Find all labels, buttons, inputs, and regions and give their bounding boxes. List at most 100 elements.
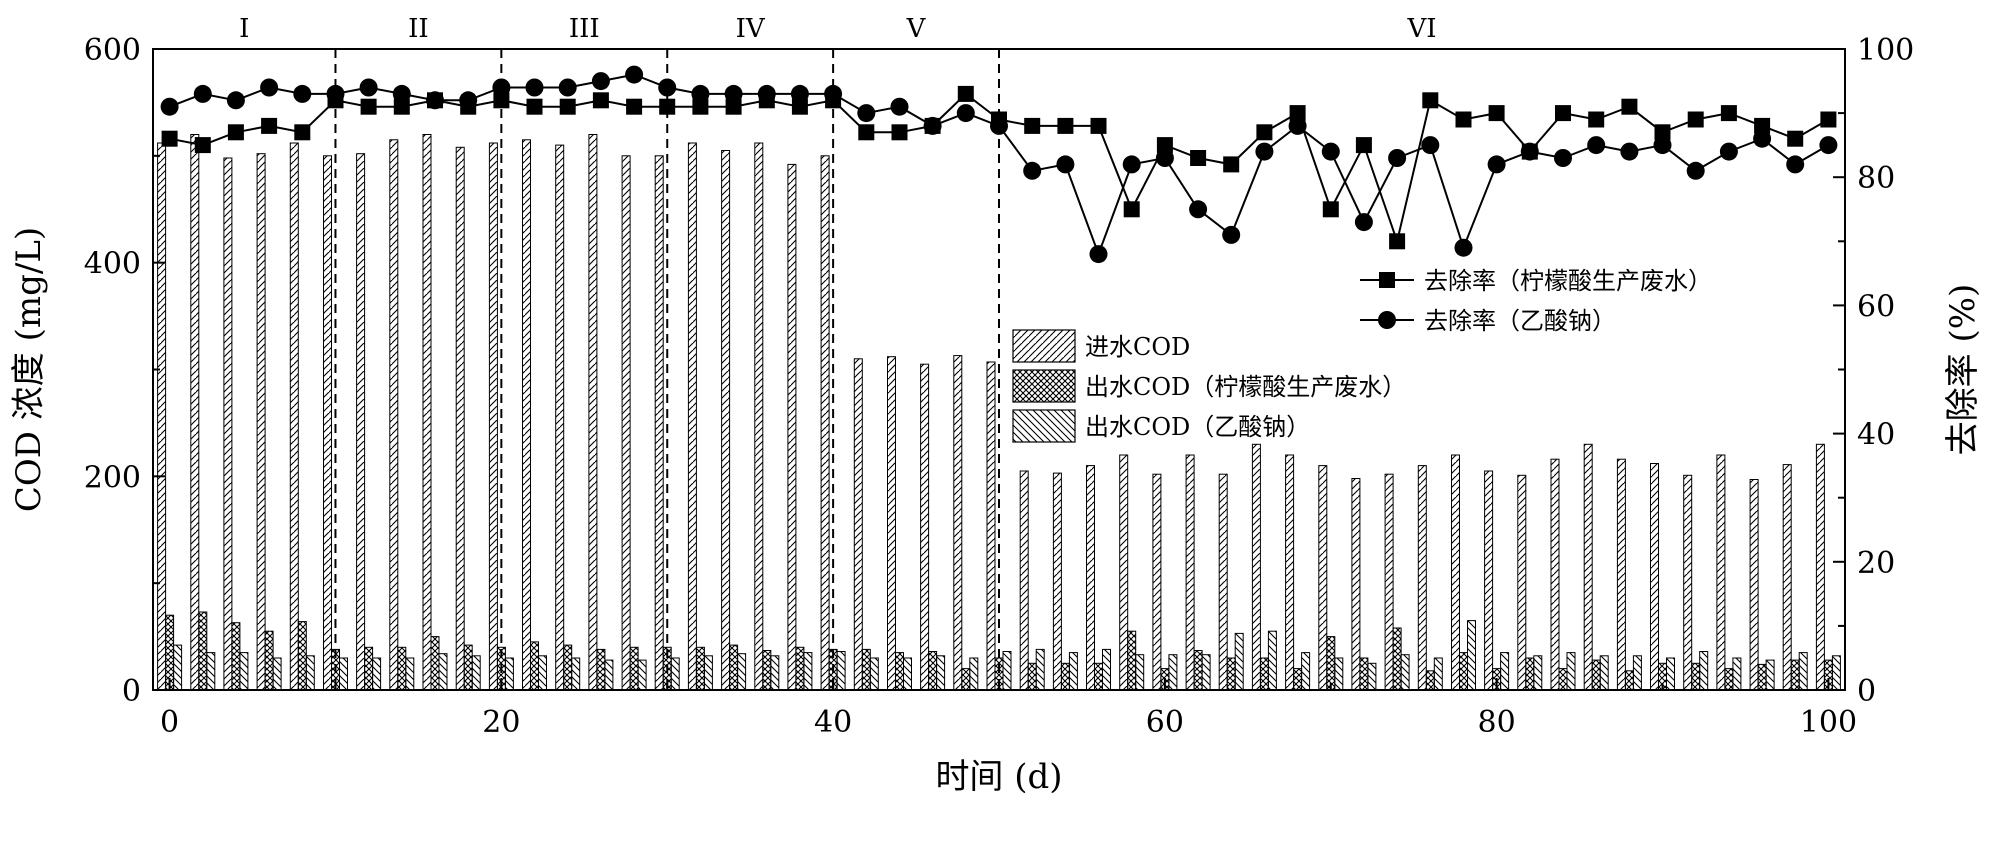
y-left-tick-label-400: 400 [84, 247, 141, 282]
bar-effluent_citric-6 [264, 630, 274, 691]
bar-effluent_citric-32 [695, 646, 705, 691]
bar-effluent_acetate-66 [1267, 630, 1277, 691]
bar-effluent_acetate-94 [1732, 657, 1742, 691]
bar-influent-46 [920, 363, 930, 691]
bar-influent-76 [1417, 465, 1427, 691]
point-removal_citric-72 [1355, 137, 1372, 154]
bar-effluent_acetate-64 [1234, 632, 1244, 691]
point-removal_citric-28 [626, 98, 643, 115]
point-removal_citric-58 [1123, 201, 1140, 218]
point-removal_citric-80 [1488, 105, 1505, 122]
y-right-tick-label-20: 20 [1857, 546, 1895, 581]
bar-effluent_acetate-72 [1367, 662, 1377, 691]
bar-effluent_citric-72 [1359, 657, 1369, 691]
bar-effluent_acetate-42 [869, 657, 879, 691]
y-right-tick-label-60: 60 [1857, 289, 1895, 324]
bar-effluent_citric-68 [1293, 668, 1303, 691]
point-removal_acetate-72 [1354, 213, 1373, 232]
bar-influent-78 [1451, 454, 1460, 691]
bar-effluent_citric-52 [1027, 662, 1037, 691]
bar-effluent_citric-74 [1392, 627, 1402, 691]
point-removal_citric-44 [891, 124, 908, 141]
point-removal_citric-56 [1090, 117, 1107, 134]
bar-effluent_citric-78 [1459, 652, 1468, 691]
bar-effluent_acetate-54 [1068, 652, 1078, 691]
point-removal_acetate-60 [1155, 149, 1174, 167]
bar-influent-0 [157, 142, 167, 691]
point-removal_acetate-44 [890, 97, 909, 116]
bar-effluent_citric-2 [198, 611, 208, 691]
bar-effluent_citric-26 [596, 648, 606, 691]
bar-effluent_acetate-92 [1699, 651, 1709, 691]
point-removal_citric-60 [1156, 137, 1173, 154]
bar-effluent_acetate-62 [1201, 654, 1211, 691]
bar-effluent_acetate-32 [703, 655, 713, 691]
bar-effluent_citric-96 [1757, 663, 1767, 691]
point-removal_acetate-100 [1819, 136, 1838, 155]
bar-effluent_citric-70 [1326, 636, 1336, 691]
point-removal_acetate-56 [1089, 245, 1108, 264]
bar-effluent_citric-42 [861, 648, 871, 691]
x-tick-label-60: 60 [1146, 705, 1184, 740]
stage-label-II: II [408, 14, 429, 44]
bar-effluent_citric-48 [961, 668, 971, 691]
stage-label-III: III [569, 14, 600, 44]
y-left-axis-title: COD 浓度 (mg/L) [9, 227, 49, 512]
point-removal_acetate-12 [359, 78, 378, 97]
bar-effluent_citric-66 [1259, 657, 1269, 691]
bar-influent-38 [787, 163, 797, 691]
bar-effluent_acetate-38 [803, 652, 813, 691]
bar-influent-12 [356, 153, 366, 691]
point-removal_citric-100 [1820, 111, 1837, 128]
point-removal_acetate-84 [1554, 149, 1572, 167]
point-removal_acetate-90 [1653, 136, 1672, 155]
point-removal_acetate-42 [857, 104, 876, 123]
bar-effluent_citric-94 [1724, 668, 1734, 691]
bar-effluent_acetate-50 [1002, 651, 1012, 691]
bar-effluent_acetate-22 [538, 655, 547, 691]
point-removal_citric-64 [1223, 156, 1240, 173]
bar-effluent_acetate-76 [1433, 657, 1443, 691]
point-removal_citric-30 [659, 98, 676, 115]
bar-effluent_acetate-44 [903, 657, 912, 691]
bar-effluent_acetate-6 [272, 657, 282, 691]
point-removal_citric-2 [194, 137, 211, 154]
point-removal_acetate-32 [691, 84, 710, 103]
bar-influent-58 [1119, 454, 1129, 691]
bar-influent-56 [1086, 465, 1095, 691]
point-removal_acetate-0 [160, 97, 179, 116]
point-removal_acetate-96 [1753, 129, 1772, 148]
bar-influent-64 [1218, 473, 1228, 691]
stage-label-VI: VI [1406, 14, 1436, 44]
bar-influent-30 [654, 155, 664, 691]
point-removal_acetate-62 [1189, 200, 1208, 219]
y-right-tick-label-100: 100 [1857, 33, 1914, 68]
bar-influent-84 [1550, 458, 1560, 691]
legend-label-removal_acetate: 去除率（乙酸钠） [1424, 307, 1616, 335]
point-removal_acetate-78 [1454, 238, 1473, 257]
bar-effluent_acetate-86 [1599, 655, 1609, 691]
bar-effluent_acetate-98 [1798, 652, 1808, 691]
point-removal_acetate-4 [226, 91, 245, 110]
legend-swatch-influent [1012, 329, 1076, 363]
y-left-tick-label-200: 200 [84, 460, 141, 495]
bar-influent-10 [323, 155, 332, 691]
bar-effluent_citric-12 [364, 646, 374, 691]
bar-influent-60 [1152, 473, 1162, 691]
bar-effluent_citric-38 [795, 646, 805, 691]
bar-effluent_acetate-68 [1301, 652, 1311, 691]
bar-effluent_acetate-48 [969, 657, 979, 691]
bar-effluent_acetate-56 [1102, 648, 1111, 691]
bar-influent-32 [687, 142, 697, 691]
bar-influent-36 [754, 142, 764, 691]
point-removal_acetate-30 [658, 78, 677, 97]
bar-influent-20 [488, 142, 498, 691]
legend-label-influent: 进水COD [1085, 333, 1190, 361]
point-removal_citric-54 [1057, 117, 1074, 134]
bar-influent-92 [1683, 474, 1693, 691]
legend-label-removal_citric: 去除率（柠檬酸生产废水） [1424, 267, 1712, 295]
stage-dividers [334, 49, 1000, 690]
point-removal_acetate-10 [326, 84, 345, 103]
point-removal_acetate-68 [1288, 116, 1307, 135]
